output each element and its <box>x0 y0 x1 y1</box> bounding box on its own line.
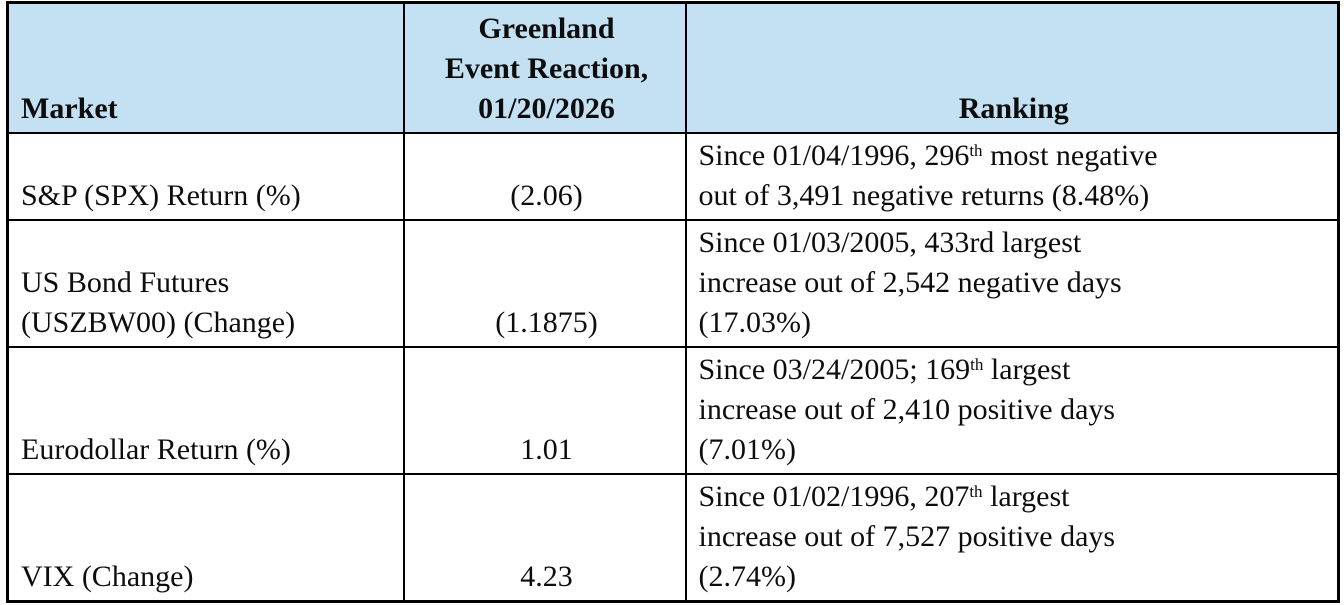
ranking-text: Since 01/02/1996, 207 <box>698 479 970 513</box>
market-cell: S&P (SPX) Return (%) <box>6 131 405 221</box>
table-row-eurodollar: Eurodollar Return (%) 1.01 Since 03/24/2… <box>6 345 1340 475</box>
table-row-spx: S&P (SPX) Return (%) (2.06) Since 01/04/… <box>6 131 1340 221</box>
market-cell: US Bond Futures (USZBW00) (Change) <box>6 218 405 348</box>
ranking-text: Since 01/03/2005, 433rd largest increase… <box>698 225 1122 339</box>
ordinal-superscript: th <box>969 140 983 160</box>
header-market: Market <box>6 1 405 134</box>
ranking-cell: Since 03/24/2005; 169th largest increase… <box>684 345 1340 475</box>
reaction-value-cell: (1.1875) <box>402 218 687 348</box>
ranking-cell: Since 01/02/1996, 207th largest increase… <box>684 472 1340 602</box>
market-cell: Eurodollar Return (%) <box>6 345 405 475</box>
ordinal-superscript: th <box>969 481 983 501</box>
ranking-text-rest: largest increase out of 7,527 positive d… <box>698 479 1116 593</box>
header-row: Market Greenland Event Reaction, 01/20/2… <box>6 1 1340 134</box>
ranking-text: Since 01/04/1996, 296 <box>698 138 970 172</box>
ordinal-superscript: th <box>970 354 984 374</box>
table-row-us-bond-futures: US Bond Futures (USZBW00) (Change) (1.18… <box>6 218 1340 348</box>
header-ranking: Ranking <box>684 1 1340 134</box>
reaction-value-cell: 1.01 <box>402 345 687 475</box>
ranking-cell: Since 01/04/1996, 296th most negative ou… <box>684 131 1340 221</box>
market-reaction-table: Market Greenland Event Reaction, 01/20/2… <box>6 1 1340 603</box>
ranking-text-rest: most negative out of 3,491 negative retu… <box>698 138 1158 212</box>
ranking-cell: Since 01/03/2005, 433rd largest increase… <box>684 218 1340 348</box>
reaction-value-cell: (2.06) <box>402 131 687 221</box>
header-event-reaction: Greenland Event Reaction, 01/20/2026 <box>402 1 687 134</box>
ranking-text: Since 03/24/2005; 169 <box>698 352 971 386</box>
ranking-text-rest: largest increase out of 2,410 positive d… <box>698 352 1116 466</box>
market-cell: VIX (Change) <box>6 472 405 602</box>
reaction-value-cell: 4.23 <box>402 472 687 602</box>
table-row-vix: VIX (Change) 4.23 Since 01/02/1996, 207t… <box>6 472 1340 602</box>
